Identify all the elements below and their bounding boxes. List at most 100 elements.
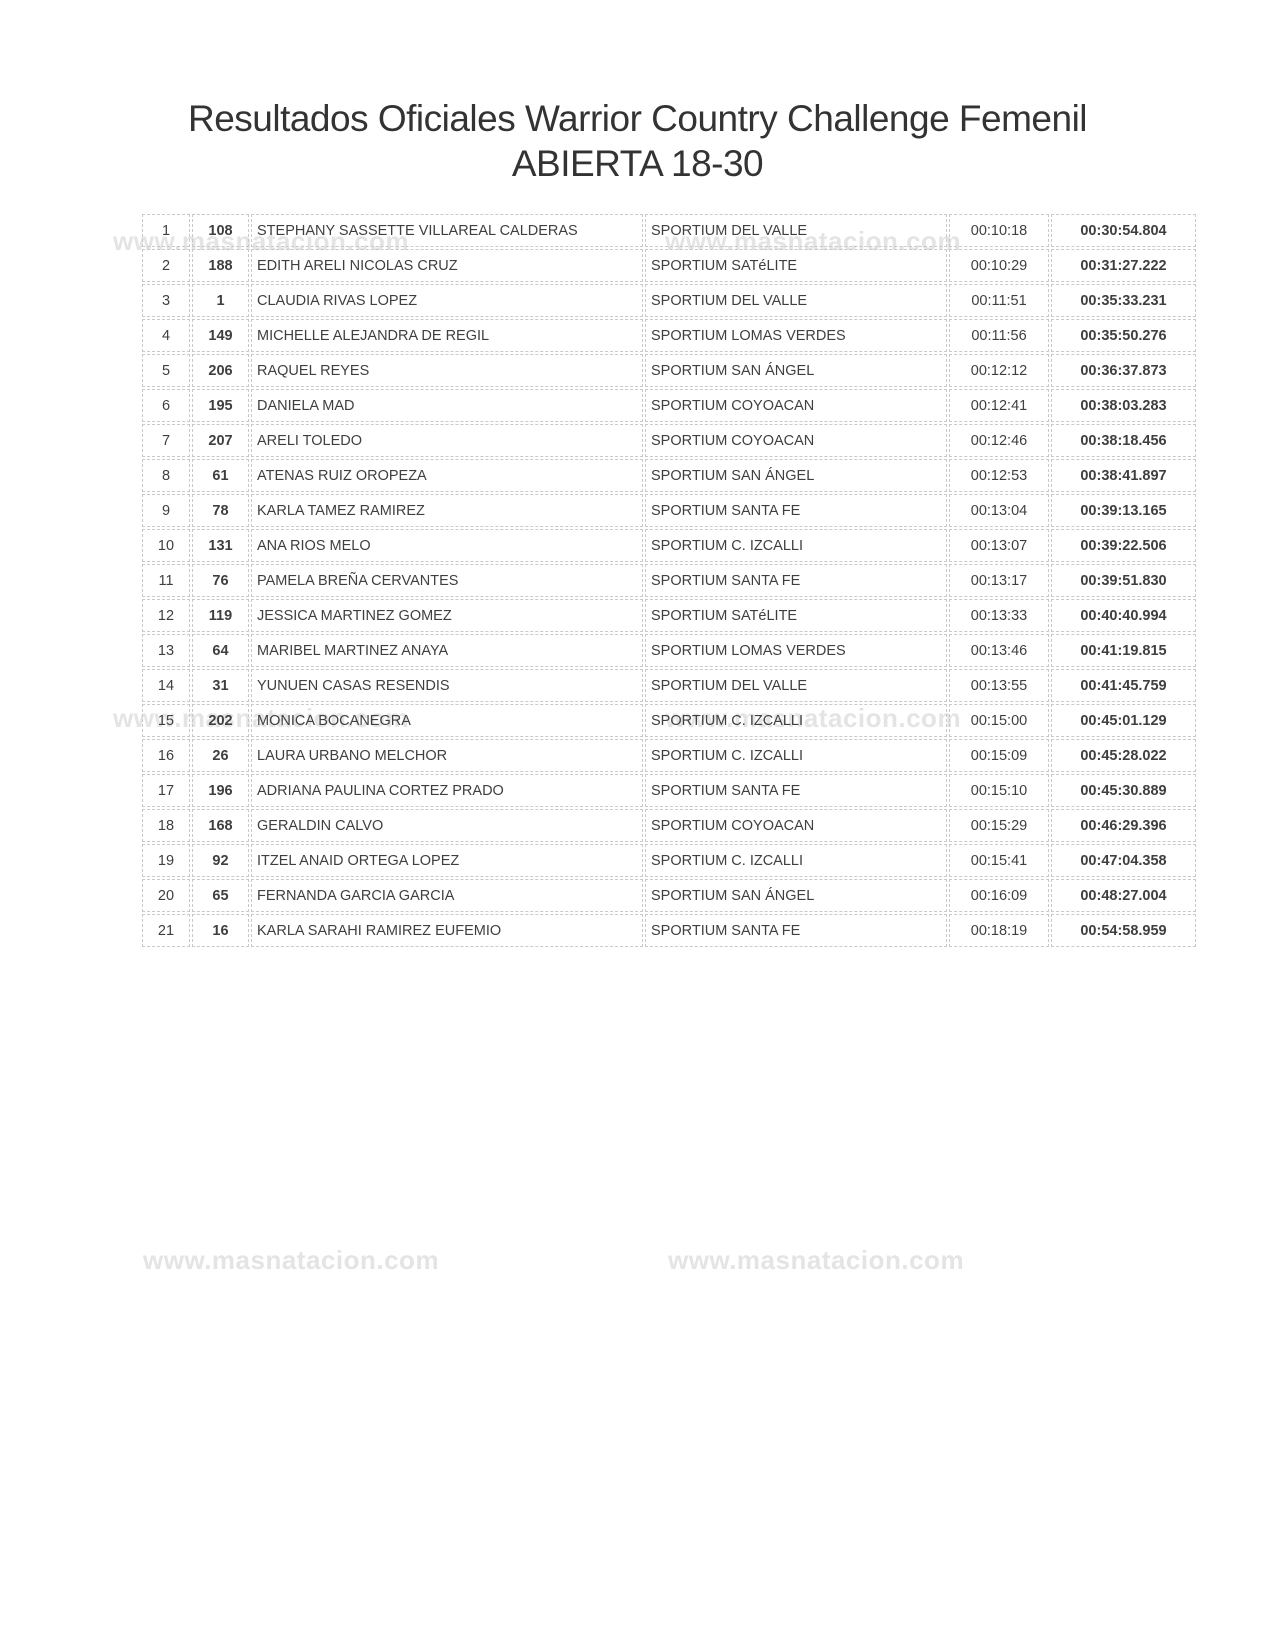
team-cell: SPORTIUM SAN ÁNGEL [645, 879, 947, 912]
watermark-text: www.masnatacion.com [143, 1245, 440, 1275]
name-cell: GERALDIN CALVO [251, 809, 643, 842]
split-time-cell: 00:11:51 [949, 284, 1049, 317]
bib-cell: 188 [192, 249, 249, 282]
rank-cell: 19 [142, 844, 190, 877]
rank-cell: 5 [142, 354, 190, 387]
name-cell: JESSICA MARTINEZ GOMEZ [251, 599, 643, 632]
rank-cell: 12 [142, 599, 190, 632]
split-time-cell: 00:13:55 [949, 669, 1049, 702]
bib-cell: 195 [192, 389, 249, 422]
final-time-cell: 00:39:22.506 [1051, 529, 1196, 562]
watermark-text: www.masnatacion.com [668, 1245, 965, 1275]
split-time-cell: 00:13:07 [949, 529, 1049, 562]
final-time-cell: 00:31:27.222 [1051, 249, 1196, 282]
table-row: 20 65 FERNANDA GARCIA GARCIA SPORTIUM SA… [142, 879, 1196, 912]
bib-cell: 65 [192, 879, 249, 912]
split-time-cell: 00:16:09 [949, 879, 1049, 912]
final-time-cell: 00:46:29.396 [1051, 809, 1196, 842]
bib-cell: 31 [192, 669, 249, 702]
final-time-cell: 00:40:40.994 [1051, 599, 1196, 632]
final-time-cell: 00:45:30.889 [1051, 774, 1196, 807]
split-time-cell: 00:13:04 [949, 494, 1049, 527]
team-cell: SPORTIUM DEL VALLE [645, 284, 947, 317]
bib-cell: 1 [192, 284, 249, 317]
table-row: 10 131 ANA RIOS MELO SPORTIUM C. IZCALLI… [142, 529, 1196, 562]
rank-cell: 14 [142, 669, 190, 702]
split-time-cell: 00:12:12 [949, 354, 1049, 387]
bib-cell: 76 [192, 564, 249, 597]
rank-cell: 6 [142, 389, 190, 422]
name-cell: KARLA SARAHI RAMIREZ EUFEMIO [251, 914, 643, 947]
rank-cell: 8 [142, 459, 190, 492]
split-time-cell: 00:10:18 [949, 214, 1049, 247]
team-cell: SPORTIUM SAN ÁNGEL [645, 459, 947, 492]
watermark-text: www.masnatacion.com [665, 226, 962, 256]
table-row: 12 119 JESSICA MARTINEZ GOMEZ SPORTIUM S… [142, 599, 1196, 632]
table-row: 2 188 EDITH ARELI NICOLAS CRUZ SPORTIUM … [142, 249, 1196, 282]
bib-cell: 92 [192, 844, 249, 877]
rank-cell: 7 [142, 424, 190, 457]
page-title: Resultados Oficiales Warrior Country Cha… [0, 96, 1275, 186]
name-cell: ATENAS RUIZ OROPEZA [251, 459, 643, 492]
rank-cell: 15 [142, 704, 190, 737]
table-row: 21 16 KARLA SARAHI RAMIREZ EUFEMIO SPORT… [142, 914, 1196, 947]
final-time-cell: 00:39:13.165 [1051, 494, 1196, 527]
team-cell: SPORTIUM C. IZCALLI [645, 844, 947, 877]
rank-cell: 17 [142, 774, 190, 807]
team-cell: SPORTIUM LOMAS VERDES [645, 634, 947, 667]
team-cell: SPORTIUM SANTA FE [645, 494, 947, 527]
watermark-text: www.masnatacion.com [113, 703, 410, 733]
rank-cell: 3 [142, 284, 190, 317]
page-title-line1: Resultados Oficiales Warrior Country Cha… [187, 98, 1088, 139]
name-cell: CLAUDIA RIVAS LOPEZ [251, 284, 643, 317]
name-cell: YUNUEN CASAS RESENDIS [251, 669, 643, 702]
name-cell: ITZEL ANAID ORTEGA LOPEZ [251, 844, 643, 877]
final-time-cell: 00:30:54.804 [1051, 214, 1196, 247]
table-row: 8 61 ATENAS RUIZ OROPEZA SPORTIUM SAN ÁN… [142, 459, 1196, 492]
table-row: 1 108 STEPHANY SASSETTE VILLAREAL CALDER… [142, 214, 1196, 247]
split-time-cell: 00:12:53 [949, 459, 1049, 492]
final-time-cell: 00:39:51.830 [1051, 564, 1196, 597]
split-time-cell: 00:12:41 [949, 389, 1049, 422]
bib-cell: 207 [192, 424, 249, 457]
bib-cell: 149 [192, 319, 249, 352]
final-time-cell: 00:48:27.004 [1051, 879, 1196, 912]
team-cell: SPORTIUM SANTA FE [645, 564, 947, 597]
split-time-cell: 00:15:10 [949, 774, 1049, 807]
team-cell: SPORTIUM C. IZCALLI [645, 529, 947, 562]
rank-cell: 21 [142, 914, 190, 947]
final-time-cell: 00:38:03.283 [1051, 389, 1196, 422]
table-row: 16 26 LAURA URBANO MELCHOR SPORTIUM C. I… [142, 739, 1196, 772]
final-time-cell: 00:41:45.759 [1051, 669, 1196, 702]
name-cell: ADRIANA PAULINA CORTEZ PRADO [251, 774, 643, 807]
name-cell: KARLA TAMEZ RAMIREZ [251, 494, 643, 527]
name-cell: LAURA URBANO MELCHOR [251, 739, 643, 772]
bib-cell: 16 [192, 914, 249, 947]
rank-cell: 16 [142, 739, 190, 772]
final-time-cell: 00:45:28.022 [1051, 739, 1196, 772]
bib-cell: 206 [192, 354, 249, 387]
name-cell: STEPHANY SASSETTE VILLAREAL CALDERAS [251, 214, 643, 247]
team-cell: SPORTIUM COYOACAN [645, 424, 947, 457]
name-cell: MARIBEL MARTINEZ ANAYA [251, 634, 643, 667]
split-time-cell: 00:15:09 [949, 739, 1049, 772]
bib-cell: 61 [192, 459, 249, 492]
split-time-cell: 00:15:00 [949, 704, 1049, 737]
table-row: 6 195 DANIELA MAD SPORTIUM COYOACAN 00:1… [142, 389, 1196, 422]
split-time-cell: 00:11:56 [949, 319, 1049, 352]
name-cell: DANIELA MAD [251, 389, 643, 422]
split-time-cell: 00:13:17 [949, 564, 1049, 597]
final-time-cell: 00:41:19.815 [1051, 634, 1196, 667]
split-time-cell: 00:13:33 [949, 599, 1049, 632]
bib-cell: 108 [192, 214, 249, 247]
team-cell: SPORTIUM SATéLITE [645, 249, 947, 282]
split-time-cell: 00:18:19 [949, 914, 1049, 947]
team-cell: SPORTIUM SATéLITE [645, 599, 947, 632]
table-row: 7 207 ARELI TOLEDO SPORTIUM COYOACAN 00:… [142, 424, 1196, 457]
final-time-cell: 00:38:18.456 [1051, 424, 1196, 457]
name-cell: FERNANDA GARCIA GARCIA [251, 879, 643, 912]
watermark-text: www.masnatacion.com [665, 703, 962, 733]
rank-cell: 1 [142, 214, 190, 247]
name-cell: RAQUEL REYES [251, 354, 643, 387]
watermark-text: www.masnatacion.com [113, 226, 410, 256]
